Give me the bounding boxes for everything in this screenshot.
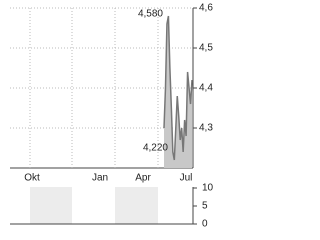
y-tick-label: 4,3: [199, 123, 213, 134]
volume-band: [115, 187, 158, 224]
min-label: 4,220: [143, 143, 168, 154]
y-tick-label: 4,6: [199, 3, 213, 14]
chart: Okt Jan Apr Jul 4,3 4,4 4,5 4,6 4,580 4,220 0 5 10: [10, 3, 214, 230]
x-tick-label: Jul: [180, 173, 193, 184]
y-tick-label: 4,5: [199, 43, 213, 54]
y-tick-label: 10: [202, 183, 214, 194]
x-tick-label: Apr: [135, 173, 151, 184]
y-tick-label: 5: [202, 201, 208, 212]
max-label: 4,580: [138, 9, 163, 20]
price-line: [163, 15, 193, 161]
volume-band: [30, 187, 72, 224]
x-tick-label: Okt: [24, 173, 40, 184]
y-tick-label: 0: [202, 219, 208, 230]
x-tick-label: Jan: [92, 173, 108, 184]
y-tick-label: 4,4: [199, 83, 213, 94]
